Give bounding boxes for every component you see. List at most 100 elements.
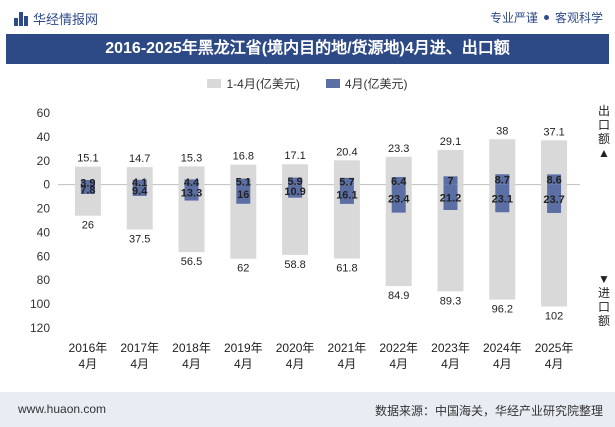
- bar-april-export: [184, 179, 199, 185]
- data-label-cumulative-import: 89.3: [440, 295, 461, 307]
- data-label-cumulative-import: 37.5: [129, 233, 150, 245]
- bar-april-export: [391, 177, 406, 185]
- x-tick-label: 2024年: [483, 341, 522, 355]
- y-tick-label: 20: [37, 154, 51, 168]
- y-tick-label: 0: [43, 178, 50, 192]
- y-tick-label: 20: [37, 202, 51, 216]
- bar-april-export: [495, 174, 510, 185]
- slogan-left: 专业严谨: [489, 11, 538, 25]
- data-label-april-export: 6.4: [391, 176, 407, 188]
- bar-april-export: [443, 176, 458, 185]
- bar-april-import: [391, 184, 406, 213]
- x-tick-label: 4月: [79, 357, 98, 371]
- data-label-cumulative-export: 15.3: [181, 152, 202, 164]
- logo: 华经情报网: [14, 9, 98, 28]
- data-label-april-export: 5.7: [339, 176, 354, 188]
- x-tick-label: 4月: [389, 357, 408, 371]
- data-label-april-export: 5.1: [236, 177, 251, 189]
- import-axis-label: ▼进口额: [597, 272, 610, 328]
- x-tick-label: 2025年: [535, 341, 574, 355]
- x-tick-label: 2023年: [431, 341, 470, 355]
- bar-april-export: [132, 179, 147, 185]
- bar-april-import: [547, 184, 562, 213]
- data-label-april-import: 16: [237, 189, 249, 201]
- y-tick-label: 100: [30, 297, 50, 311]
- legend-item-cumulative: 1-4月(亿美元): [207, 72, 300, 94]
- data-label-cumulative-export: 37.1: [543, 126, 564, 138]
- data-label-april-export: 4.1: [132, 177, 147, 189]
- x-tick-label: 4月: [493, 357, 512, 371]
- footer: www.huaon.com 数据来源：中国海关，华经产业研究院整理: [0, 392, 615, 427]
- export-axis-label: 出口额▲: [597, 104, 610, 160]
- bar-april-import: [184, 184, 199, 201]
- slogan-right: 客观科学: [554, 11, 603, 25]
- data-label-cumulative-export: 15.1: [77, 153, 98, 165]
- data-label-cumulative-import: 102: [545, 311, 563, 323]
- bullet-icon: [543, 15, 549, 20]
- data-label-april-export: 5.9: [287, 176, 302, 188]
- legend-label-april: 4月(亿美元): [344, 76, 408, 91]
- bar-april-export: [236, 178, 251, 185]
- data-label-cumulative-export: 29.1: [440, 136, 461, 148]
- footer-source: 数据来源：中国海关，华经产业研究院整理: [374, 404, 603, 418]
- bar-april-import: [132, 184, 147, 196]
- y-tick-label: 80: [37, 273, 51, 287]
- data-label-cumulative-import: 62: [237, 263, 249, 275]
- data-label-cumulative-export: 14.7: [129, 153, 150, 165]
- data-label-cumulative-import: 26: [82, 220, 94, 232]
- footer-website: www.huaon.com: [18, 402, 107, 416]
- x-tick-label: 4月: [545, 357, 564, 371]
- bar-april-import: [443, 184, 458, 210]
- data-label-april-import: 10.9: [284, 186, 305, 198]
- data-label-april-import: 9.4: [132, 185, 148, 197]
- bar-april-import: [80, 184, 95, 194]
- top-bar: 华经情报网 专业严谨 客观科学: [0, 0, 615, 34]
- data-label-cumulative-export: 16.8: [233, 151, 254, 163]
- legend-swatch-april: [325, 78, 340, 88]
- data-label-cumulative-import: 84.9: [388, 290, 409, 302]
- data-label-cumulative-import: 56.5: [181, 256, 202, 268]
- x-tick-label: 2022年: [379, 341, 418, 355]
- x-tick-label: 2018年: [172, 341, 211, 355]
- x-tick-label: 4月: [130, 357, 149, 371]
- bar-april-import: [495, 184, 510, 213]
- bar-april-export: [339, 177, 354, 185]
- legend-item-april: 4月(亿美元): [325, 72, 408, 94]
- data-label-cumulative-import: 58.8: [284, 259, 305, 271]
- logo-icon: [14, 11, 28, 26]
- data-label-april-export: 7: [447, 175, 453, 187]
- bar-april-export: [80, 180, 95, 185]
- data-label-april-export: 4.4: [184, 177, 200, 189]
- y-tick-label: 60: [37, 106, 51, 120]
- data-label-april-import: 16.1: [336, 189, 357, 201]
- x-tick-label: 4月: [234, 357, 253, 371]
- data-label-april-import: 23.4: [388, 194, 410, 206]
- bar-april-import: [339, 184, 354, 204]
- data-label-april-import: 21.2: [440, 192, 461, 204]
- legend-label-cumulative: 1-4月(亿美元): [226, 76, 300, 91]
- data-label-cumulative-export: 38: [496, 125, 508, 137]
- chart-title: 2016-2025年黑龙江省(境内目的地/货源地)4月进、出口额: [6, 34, 609, 64]
- legend: 1-4月(亿美元) 4月(亿美元): [0, 72, 615, 94]
- data-label-cumulative-export: 20.4: [336, 146, 357, 158]
- y-tick-label: 120: [30, 321, 50, 335]
- y-tick-label: 40: [37, 225, 51, 239]
- bar-april-import: [288, 184, 303, 198]
- bar-april-export: [547, 174, 562, 185]
- logo-text: 华经情报网: [33, 12, 99, 27]
- x-tick-label: 2019年: [224, 341, 263, 355]
- data-label-cumulative-export: 23.3: [388, 143, 409, 155]
- bar-april-export: [288, 177, 303, 185]
- data-label-april-export: 8.6: [546, 175, 561, 187]
- data-label-april-export: 3.9: [80, 177, 95, 189]
- x-tick-label: 2021年: [328, 341, 367, 355]
- data-label-april-import: 23.1: [492, 193, 513, 205]
- y-tick-label: 60: [37, 249, 51, 263]
- x-tick-label: 4月: [286, 357, 305, 371]
- data-label-cumulative-export: 17.1: [284, 150, 305, 162]
- slogan: 专业严谨 客观科学: [490, 9, 603, 26]
- data-label-april-export: 8.7: [495, 174, 510, 186]
- x-tick-label: 2017年: [120, 341, 159, 355]
- x-tick-label: 2020年: [276, 341, 315, 355]
